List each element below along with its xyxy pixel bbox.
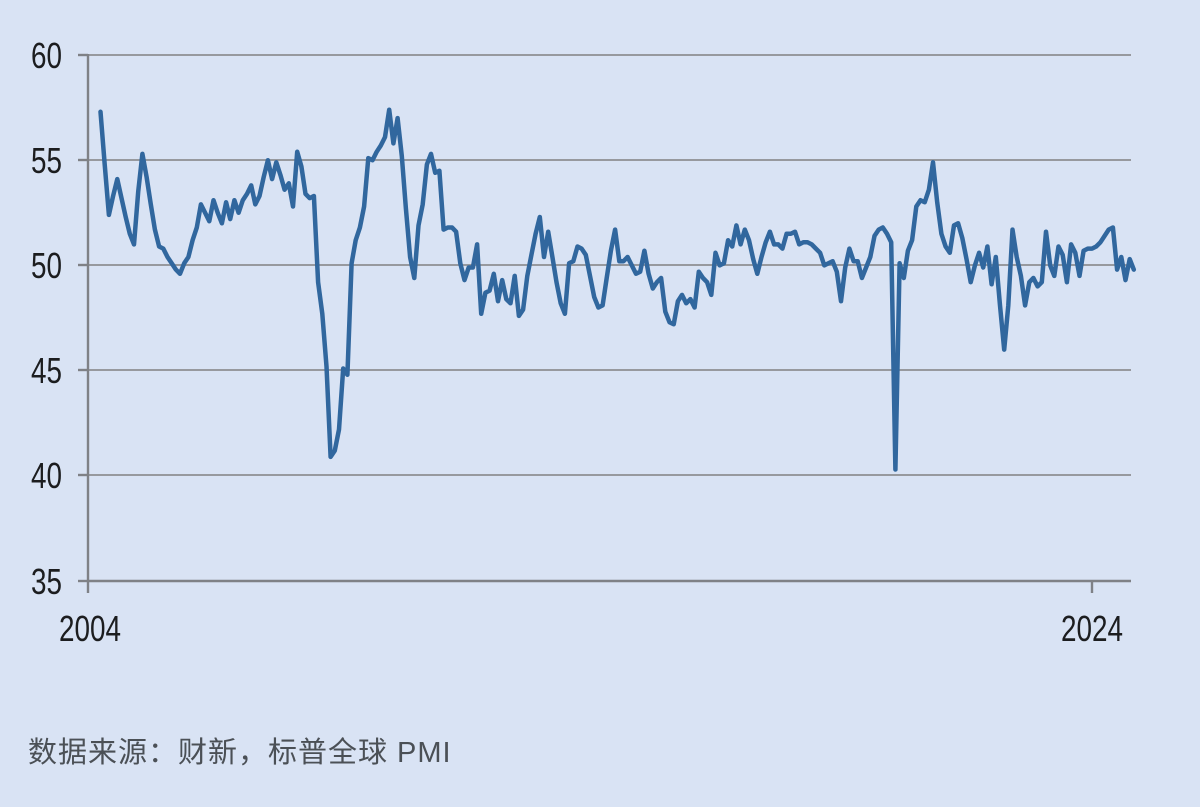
pmi-line-chart: 60 55 50 45 40 35 2004 2024 [31,35,1137,649]
source-caption: 数据来源：财新，标普全球 PMI [28,737,452,769]
x-tick-labels: 2004 2024 [59,608,1123,649]
y-tick-label-45: 45 [31,350,62,391]
y-tick-label-50: 50 [31,245,62,286]
y-tick-label-35: 35 [31,561,62,602]
y-tick-label-60: 60 [31,35,62,76]
x-tick-label-2024: 2024 [1061,608,1123,649]
pmi-line [98,107,1137,472]
y-tick-label-40: 40 [31,455,62,496]
y-tick-marks [78,53,88,583]
x-tick-label-2004: 2004 [59,608,121,649]
y-tick-label-55: 55 [31,140,62,181]
y-tick-labels: 60 55 50 45 40 35 [31,35,62,602]
